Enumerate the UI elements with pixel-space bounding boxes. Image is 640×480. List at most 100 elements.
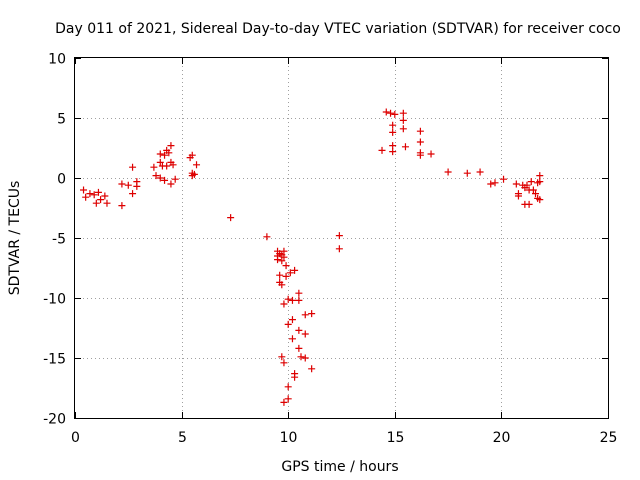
data-point: [288, 335, 296, 343]
data-point: [416, 138, 424, 146]
data-point: [288, 316, 296, 324]
data-point: [227, 214, 235, 222]
data-point: [278, 353, 286, 361]
chart-title: Day 011 of 2021, Sidereal Day-to-day VTE…: [55, 21, 621, 37]
data-point: [129, 163, 137, 171]
x-tick-label: 5: [178, 430, 187, 446]
data-point: [401, 143, 409, 151]
data-point: [82, 193, 90, 201]
data-point: [476, 168, 484, 176]
data-point: [536, 196, 544, 204]
data-point: [382, 108, 390, 116]
data-points: [80, 108, 544, 406]
data-point: [188, 151, 196, 159]
data-point: [167, 142, 175, 150]
data-point: [308, 365, 316, 373]
x-tick-label: 20: [493, 430, 511, 446]
data-point: [124, 181, 132, 189]
data-point: [282, 262, 290, 270]
data-point: [536, 172, 544, 180]
y-axis-label: SDTVAR / TECUs: [7, 181, 23, 296]
data-point: [129, 190, 137, 198]
data-point: [308, 310, 316, 318]
data-point: [491, 179, 499, 187]
data-point: [514, 192, 522, 200]
data-point: [295, 344, 303, 352]
data-point: [278, 257, 286, 265]
data-point: [389, 148, 397, 156]
data-point: [295, 326, 303, 334]
data-point: [282, 272, 290, 280]
data-point: [133, 178, 141, 186]
data-point: [399, 109, 407, 117]
data-point: [301, 330, 309, 338]
data-point: [263, 233, 271, 241]
data-point: [280, 253, 288, 261]
data-point: [399, 125, 407, 133]
y-tick-label: 5: [57, 112, 66, 128]
data-point: [391, 110, 399, 118]
x-tick-label: 0: [71, 430, 80, 446]
data-point: [288, 296, 296, 304]
data-point: [536, 178, 544, 186]
data-point: [523, 181, 531, 189]
y-tick-label: -10: [43, 292, 66, 308]
data-point: [463, 169, 471, 177]
data-point: [161, 176, 169, 184]
data-point: [94, 188, 102, 196]
data-point: [274, 256, 282, 264]
data-point: [335, 245, 343, 253]
data-point: [190, 170, 198, 178]
data-point: [284, 395, 292, 403]
data-point: [291, 373, 299, 381]
data-point: [280, 398, 288, 406]
data-point: [163, 162, 171, 170]
data-point: [284, 320, 292, 328]
data-point: [378, 146, 386, 154]
plot-frame: [74, 57, 609, 419]
y-tick-label: -5: [52, 232, 66, 248]
data-point: [103, 199, 111, 207]
data-point: [301, 354, 309, 362]
data-point: [389, 128, 397, 136]
y-tick-label: -15: [43, 352, 66, 368]
data-point: [156, 158, 164, 166]
data-point: [165, 149, 173, 157]
data-point: [295, 296, 303, 304]
data-point: [92, 199, 100, 207]
x-tick-labels: 0 5 10 15 20 25: [71, 430, 617, 446]
data-point: [399, 116, 407, 124]
data-point: [152, 172, 160, 180]
data-point: [280, 300, 288, 308]
data-point: [276, 271, 284, 279]
grid-lines: [75, 58, 608, 418]
data-point: [284, 295, 292, 303]
data-point: [101, 192, 109, 200]
data-point: [167, 180, 175, 188]
data-point: [389, 121, 397, 129]
data-point: [444, 168, 452, 176]
data-point: [335, 232, 343, 240]
data-point: [286, 269, 294, 277]
data-point: [387, 109, 395, 117]
y-tick-label: -20: [43, 412, 66, 428]
data-point: [86, 190, 94, 198]
data-point: [291, 266, 299, 274]
data-point: [169, 161, 177, 169]
x-tick-label: 25: [600, 430, 618, 446]
x-axis-label: GPS time / hours: [281, 459, 398, 475]
data-point: [416, 127, 424, 135]
data-point: [90, 191, 98, 199]
data-point: [278, 281, 286, 289]
y-tick-label: 10: [48, 52, 66, 68]
data-point: [97, 196, 105, 204]
data-point: [150, 163, 158, 171]
y-tick-label: 0: [57, 172, 66, 188]
data-point: [171, 175, 179, 183]
data-point: [416, 151, 424, 159]
data-point: [161, 151, 169, 159]
data-point: [389, 142, 397, 150]
data-point: [512, 180, 520, 188]
data-point: [427, 150, 435, 158]
